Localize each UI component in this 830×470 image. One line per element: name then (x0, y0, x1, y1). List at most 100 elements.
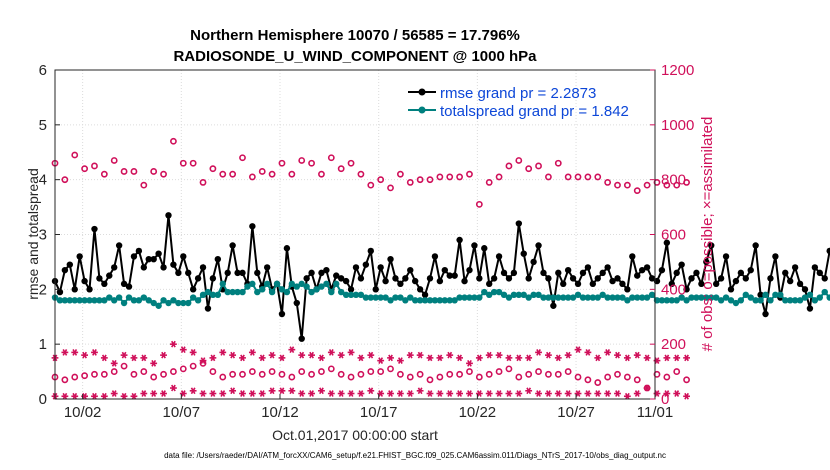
obs-possible-marker (416, 176, 424, 184)
axis-layer: 10/02 10/07 10/12 10/17 10/22 10/27 11/0101234… (39, 62, 695, 421)
obs-assimilated-marker (485, 390, 493, 397)
data-point-rmse (579, 269, 587, 277)
data-point-totalspread (392, 294, 399, 301)
data-point-totalspread (594, 294, 601, 301)
obs-assimilated-marker (248, 349, 256, 356)
obs-assimilated-marker (71, 349, 79, 356)
data-point-totalspread (209, 291, 217, 299)
obs-possible-marker (377, 176, 385, 184)
asterisk-stroke (437, 354, 443, 362)
data-point-totalspread (194, 297, 202, 304)
data-point-rmse (135, 247, 143, 255)
obs-possible-marker (683, 179, 690, 186)
data-point-rmse (634, 272, 641, 279)
data-point-rmse (545, 275, 552, 282)
obs-assimilated-marker (140, 390, 148, 397)
data-point-rmse (120, 280, 128, 288)
data-point-totalspread (550, 294, 557, 301)
data-point-totalspread (624, 297, 631, 304)
obs-possible-marker (535, 162, 542, 170)
obs-possible-marker (535, 368, 542, 375)
data-point-rmse (486, 280, 493, 288)
data-point-rmse (392, 275, 399, 282)
obs-assimilated-marker (120, 351, 128, 359)
obs-possible-marker (614, 370, 621, 378)
data-point-totalspread (130, 297, 138, 304)
obs-possible-marker (150, 168, 158, 175)
data-point-rmse (722, 253, 730, 260)
data-point-totalspread (638, 294, 646, 301)
data-point-rmse (821, 275, 828, 282)
asterisk-stroke (72, 349, 78, 356)
data-point-rmse (742, 275, 749, 282)
obs-possible-marker (594, 173, 602, 181)
data-point-rmse (56, 288, 64, 296)
obs-possible-marker (81, 165, 89, 173)
obs-possible-marker (327, 365, 335, 373)
obs-assimilated-marker (475, 354, 483, 362)
data-point-totalspread (767, 297, 774, 304)
data-point-totalspread (722, 294, 730, 301)
data-point-rmse (115, 242, 123, 249)
obs-possible-marker (327, 154, 335, 162)
y-tick-label-left: 4 (39, 172, 47, 189)
data-point-totalspread (199, 291, 207, 299)
x-tick-label: 10/02 (64, 404, 102, 421)
obs-assimilated-marker (229, 351, 237, 359)
data-point-totalspread (678, 294, 685, 301)
asterisk-stroke (269, 351, 275, 359)
data-point-rmse (466, 266, 473, 274)
obs-assimilated-marker (318, 354, 325, 362)
obs-possible-marker (268, 368, 276, 375)
data-point-totalspread (579, 294, 587, 301)
obs-possible-marker (209, 165, 217, 173)
data-point-rmse (145, 255, 152, 263)
data-point-totalspread (599, 291, 606, 299)
data-point-totalspread (254, 288, 261, 296)
data-point-totalspread (436, 297, 444, 304)
data-point-totalspread (135, 297, 143, 304)
asterisk-stroke (565, 390, 571, 397)
data-point-rmse (96, 275, 103, 282)
y-tick-label-left: 1 (39, 336, 47, 353)
asterisk-stroke (398, 390, 403, 397)
asterisk-stroke (447, 390, 453, 397)
data-point-rmse (481, 245, 488, 252)
obs-assimilated-marker (258, 390, 266, 397)
obs-possible-marker (456, 370, 464, 378)
asterisk-stroke (457, 354, 462, 362)
asterisk-stroke (240, 354, 245, 362)
obs-assimilated-marker (416, 387, 424, 395)
obs-assimilated-marker (584, 349, 592, 356)
obs-possible-marker (416, 370, 424, 378)
obs-assimilated-marker (327, 349, 335, 356)
data-point-rmse (638, 266, 646, 274)
y-tick-label-left: 0 (39, 391, 47, 408)
data-point-rmse (703, 258, 710, 266)
data-point-totalspread (796, 297, 804, 304)
obs-assimilated-marker (633, 390, 641, 397)
obs-assimilated-marker (614, 351, 621, 359)
data-point-rmse (525, 275, 532, 282)
data-point-rmse (150, 255, 157, 263)
data-point-rmse (515, 220, 523, 227)
data-point-rmse (283, 245, 291, 252)
x-tick-label: 11/01 (637, 404, 673, 421)
obs-assimilated-marker (594, 390, 602, 397)
data-point-rmse (757, 291, 764, 299)
data-point-rmse (229, 242, 236, 249)
data-point-rmse (471, 242, 478, 249)
asterisk-stroke (289, 387, 295, 395)
data-point-totalspread (648, 291, 656, 299)
obs-assimilated-marker (446, 390, 454, 397)
data-point-totalspread (643, 294, 651, 301)
obs-possible-marker (189, 159, 197, 167)
asterisk-stroke (634, 351, 640, 359)
data-point-rmse (717, 275, 725, 282)
data-point-totalspread (441, 297, 449, 304)
asterisk-stroke (200, 357, 206, 364)
obs-possible-marker (594, 379, 602, 386)
asterisk-stroke (457, 390, 462, 397)
data-point-totalspread (426, 297, 434, 304)
data-point-totalspread (821, 288, 828, 296)
